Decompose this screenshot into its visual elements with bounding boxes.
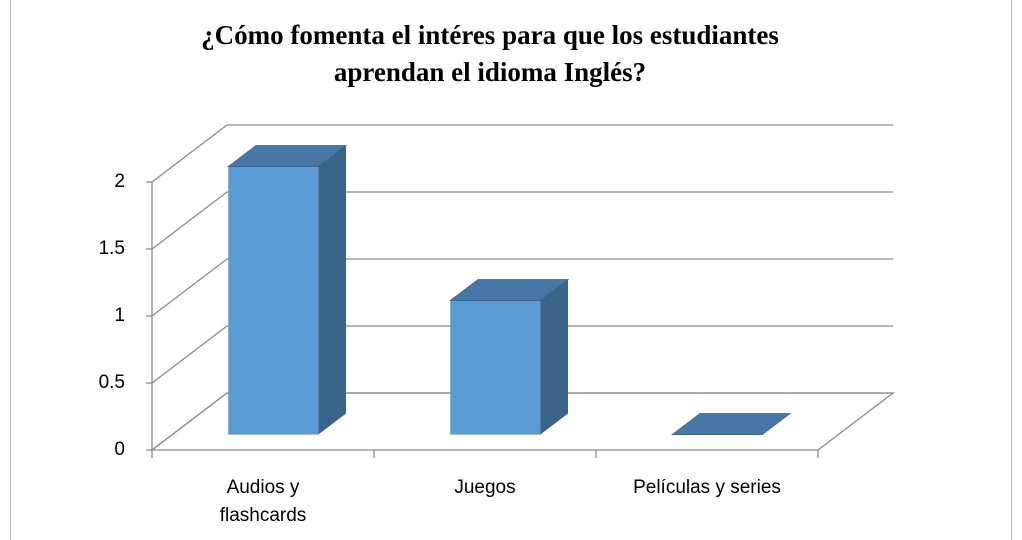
bar-top [227,145,348,168]
y-tick-label: 1.5 [99,238,125,259]
y-tick-label: 0.5 [99,372,125,393]
bar-front [450,300,541,435]
bar-front [228,166,319,435]
grid-line [151,124,228,183]
y-tick-label: 2 [114,171,125,192]
bar-side [540,279,568,435]
y-tick-label: 1 [114,305,125,326]
chart-title: aprendan el idioma Inglés? [334,57,646,87]
x-tick-label: Juegos [454,477,516,498]
grid-line [151,392,228,451]
bar-side [318,145,346,435]
grid-line [151,258,228,317]
x-tick-label: Películas y series [633,477,781,498]
chart-title: ¿Cómo fomenta el intéres para que los es… [201,20,779,50]
x-tick-label: Audios y flashcards [219,477,307,526]
bar-top [449,279,570,302]
grid-line [151,191,228,250]
frame [10,0,1012,540]
grid-line [151,325,228,384]
y-tick-label: 0 [114,439,125,460]
bar-top [671,413,792,436]
